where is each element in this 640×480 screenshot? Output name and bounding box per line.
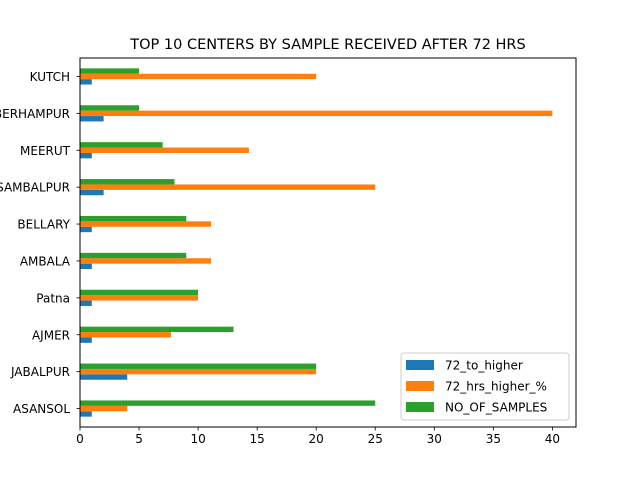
bar-72_to_higher-BELLARY [80, 226, 92, 233]
bar-NO_OF_SAMPLES-MEERUT [80, 142, 163, 148]
bar-72_hrs_higher_%-KUTCH [80, 73, 317, 80]
x-tick-label: 20 [309, 432, 324, 446]
y-tick-label: JABALPUR [10, 365, 70, 379]
legend: 72_to_higher 72_hrs_higher_% NO_OF_SAMPLES [400, 352, 570, 421]
x-tick-label: 35 [486, 432, 501, 446]
bar-72_to_higher-AMBALA [80, 263, 92, 270]
bar-NO_OF_SAMPLES-ASANSOL [80, 400, 376, 406]
legend-label: NO_OF_SAMPLES [445, 401, 547, 415]
y-tick-label: SAMBALPUR [0, 181, 70, 195]
legend-box [400, 352, 570, 421]
x-tick-label: 15 [250, 432, 265, 446]
bar-72_to_higher-Patna [80, 300, 92, 306]
plot-frame [79, 57, 577, 428]
bar-72_to_higher-JABALPUR [80, 374, 128, 380]
bar-72_hrs_higher_%-JABALPUR [80, 368, 317, 375]
x-tick-label: 5 [135, 432, 143, 446]
y-tick-label: BELLARY [17, 218, 70, 232]
x-tick-label: 40 [545, 432, 560, 446]
bars-group [80, 68, 553, 417]
bar-NO_OF_SAMPLES-AJMER [80, 326, 234, 333]
chart-title: TOP 10 CENTERS BY SAMPLE RECEIVED AFTER … [129, 37, 525, 53]
y-tick-label: KUTCH [30, 70, 70, 84]
bar-NO_OF_SAMPLES-KUTCH [80, 68, 140, 74]
bar-72_to_higher-SAMBALPUR [80, 189, 104, 196]
bar-72_hrs_higher_%-AJMER [80, 332, 171, 338]
bar-72_hrs_higher_%-AMBALA [80, 258, 212, 264]
bar-NO_OF_SAMPLES-Patna [80, 289, 199, 296]
legend-swatch [406, 381, 434, 391]
x-tick-label: 0 [76, 432, 84, 446]
legend-swatch [406, 360, 434, 370]
y-tick-label: ASANSOL [13, 402, 70, 416]
y-tick-label: MEERUT [20, 144, 71, 158]
y-axis-ticks: ASANSOL JABALPUR AJMER Patna AMBALA BELLARY S… [0, 70, 80, 416]
bar-NO_OF_SAMPLES-BERHAMPUR [80, 105, 140, 111]
bar-NO_OF_SAMPLES-AMBALA [80, 252, 187, 259]
bar-NO_OF_SAMPLES-SAMBALPUR [80, 179, 175, 185]
x-axis-ticks: 0 5 10 15 20 25 30 35 40 [76, 427, 560, 446]
bar-72_to_higher-MEERUT [80, 152, 92, 159]
y-tick-label: Patna [36, 291, 70, 305]
bar-72_hrs_higher_%-BERHAMPUR [80, 110, 553, 117]
bar-72_hrs_higher_%-BELLARY [80, 221, 212, 227]
x-tick-label: 10 [190, 432, 205, 446]
x-tick-label: 25 [368, 432, 383, 446]
bar-72_to_higher-BERHAMPUR [80, 116, 104, 122]
bar-NO_OF_SAMPLES-BELLARY [80, 215, 187, 222]
y-tick-label: AJMER [32, 328, 70, 342]
bar-72_to_higher-KUTCH [80, 79, 92, 85]
legend-label: 72_hrs_higher_% [445, 380, 547, 394]
bar-72_to_higher-AJMER [80, 337, 92, 343]
y-tick-label: BERHAMPUR [0, 107, 70, 121]
y-tick-label: AMBALA [20, 254, 71, 268]
bar-72_hrs_higher_%-ASANSOL [80, 405, 128, 412]
bar-72_to_higher-ASANSOL [80, 411, 92, 417]
bar-72_hrs_higher_%-MEERUT [80, 147, 249, 153]
legend-label: 72_to_higher [445, 359, 523, 373]
bar-NO_OF_SAMPLES-JABALPUR [80, 363, 317, 369]
bar-72_hrs_higher_%-Patna [80, 295, 199, 301]
bar-72_hrs_higher_%-SAMBALPUR [80, 184, 376, 190]
x-tick-label: 30 [427, 432, 442, 446]
legend-swatch [406, 402, 434, 412]
